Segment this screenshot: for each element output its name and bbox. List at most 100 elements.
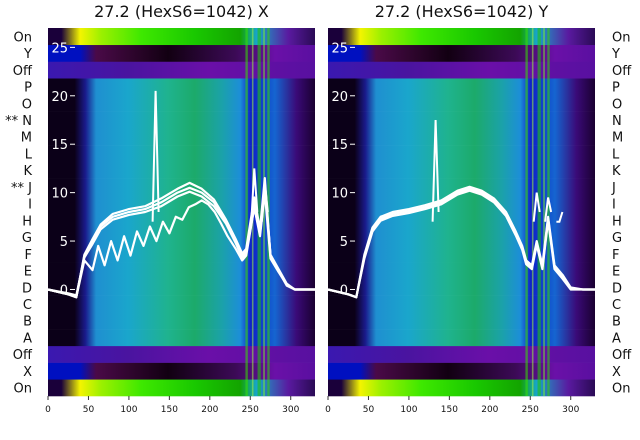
- x-tick-label: 100: [400, 405, 417, 415]
- heatmap-row: [48, 78, 315, 96]
- heatmap-row: [48, 228, 315, 246]
- row-label-right: B: [612, 315, 621, 330]
- overlay-ytick-label: 25: [51, 41, 68, 56]
- row-label-right: C: [612, 298, 621, 313]
- heatmap-row: [328, 111, 595, 129]
- row-label-right: A: [612, 331, 621, 346]
- panel-title: 27.2 (HexS6=1042) Y: [375, 2, 549, 21]
- overlay-ytick-label: 20: [51, 90, 68, 105]
- row-label-left: O: [22, 97, 32, 112]
- row-label-left: K: [23, 164, 32, 179]
- overlay-ytick-label: 0: [340, 283, 348, 298]
- heatmap-row: [48, 145, 315, 163]
- row-label-right: F: [612, 248, 619, 263]
- band: [263, 28, 265, 396]
- row-label-left: On: [14, 30, 32, 45]
- x-tick-label: 100: [120, 405, 137, 415]
- heatmap-row: [328, 94, 595, 112]
- overlay-ytick-label: 15: [51, 138, 68, 153]
- heatmap-row: [328, 312, 595, 330]
- heatmap-row: [328, 278, 595, 296]
- overlay-ytick-label: 0: [60, 283, 68, 298]
- row-label-right: On: [612, 382, 630, 397]
- row-label-right: G: [612, 231, 622, 246]
- heatmap-row: [328, 245, 595, 263]
- series-spike: [544, 197, 553, 222]
- row-label-left: X: [23, 365, 32, 380]
- heatmap-row: [48, 278, 315, 296]
- band: [547, 28, 550, 396]
- band: [267, 28, 270, 396]
- heatmap-row: [48, 128, 315, 146]
- band: [257, 28, 261, 396]
- heatmap-row: [328, 362, 595, 380]
- x-tick-label: 200: [481, 405, 498, 415]
- x-tick-label: 50: [83, 405, 95, 415]
- row-label-left: P: [24, 81, 32, 96]
- x-tick-label: 250: [522, 405, 539, 415]
- row-label-left: H: [22, 214, 32, 229]
- series-spike: [431, 119, 440, 222]
- heatmap-row: [328, 128, 595, 146]
- heatmap-row: [48, 61, 315, 79]
- row-label-right: X: [612, 365, 621, 380]
- heatmap-row: [48, 295, 315, 313]
- row-label-left: M: [21, 131, 32, 146]
- row-label-right: J: [611, 181, 616, 196]
- heatmap-row: [48, 195, 315, 213]
- row-label-right: D: [612, 281, 622, 296]
- row-label-right: H: [612, 214, 622, 229]
- row-label-left: I: [28, 198, 32, 213]
- heatmap-row: [328, 212, 595, 230]
- overlay-ytick-label: 10: [331, 187, 348, 202]
- panel-title: 27.2 (HexS6=1042) X: [94, 2, 269, 21]
- series-spike: [532, 192, 541, 222]
- row-label-left: G: [22, 231, 32, 246]
- heatmap-row: [328, 61, 595, 79]
- row-label-right: P: [612, 81, 620, 96]
- x-tick-label: 0: [325, 405, 331, 415]
- row-label-right: Off: [612, 348, 632, 363]
- x-tick-label: 0: [45, 405, 51, 415]
- heatmap-row: [328, 78, 595, 96]
- series-line: [327, 187, 595, 299]
- heatmap-row: [48, 379, 315, 397]
- overlay-ytick-label: 20: [331, 90, 348, 105]
- row-label-left: On: [14, 382, 32, 397]
- row-label-right: Off: [612, 64, 632, 79]
- heatmap-rows: [328, 28, 595, 397]
- heatmap-row: [48, 161, 315, 179]
- overlay-ytick-label: 5: [60, 235, 68, 250]
- series-spike: [250, 168, 259, 222]
- row-label-left: C: [23, 298, 32, 313]
- heatmap-row: [328, 345, 595, 363]
- row-label-left: L: [25, 147, 33, 162]
- x-tick-label: 50: [363, 405, 375, 415]
- band: [543, 28, 545, 396]
- heatmap-row: [48, 345, 315, 363]
- row-label-left: D: [22, 281, 32, 296]
- overlay-ytick-label: 10: [51, 187, 68, 202]
- heatmap-row: [328, 145, 595, 163]
- row-label-right: N: [612, 114, 622, 129]
- x-tick-label: 250: [242, 405, 259, 415]
- row-label-left: F: [25, 248, 32, 263]
- x-tick-label: 150: [441, 405, 458, 415]
- heatmap-row: [48, 362, 315, 380]
- row-label-right: O: [612, 97, 622, 112]
- heatmap-row: [48, 262, 315, 280]
- x-tick-label: 200: [201, 405, 218, 415]
- x-tick-label: 300: [282, 405, 299, 415]
- band: [525, 28, 528, 396]
- overlay-ytick-label: 15: [331, 138, 348, 153]
- row-label-left: E: [24, 265, 32, 280]
- row-label-left: Off: [13, 64, 33, 79]
- overlay-ytick-label: 5: [340, 235, 348, 250]
- row-label-right: On: [612, 30, 630, 45]
- row-label-right: L: [612, 147, 620, 162]
- heatmap-row: [48, 329, 315, 347]
- heatmap-row: [328, 178, 595, 196]
- row-label-left: Off: [13, 348, 33, 363]
